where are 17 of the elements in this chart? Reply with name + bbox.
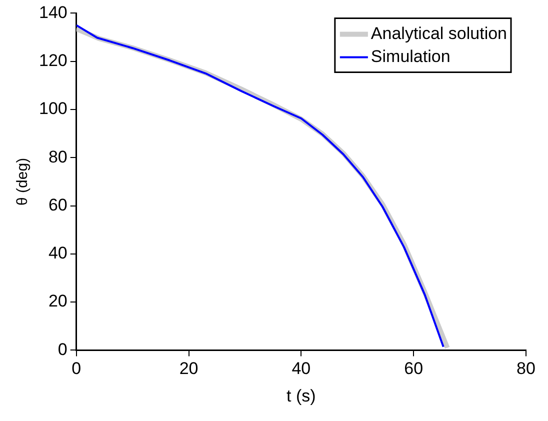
y-tick-label: 140 bbox=[38, 2, 68, 22]
y-tick-label: 60 bbox=[48, 195, 68, 214]
y-tick-label: 80 bbox=[48, 147, 68, 166]
x-tick-label: 20 bbox=[179, 359, 198, 378]
x-tick-label: 60 bbox=[404, 359, 424, 378]
x-tick-label: 40 bbox=[292, 359, 311, 378]
legend-label: Analytical solution bbox=[370, 24, 508, 43]
x-tick-label: 80 bbox=[516, 359, 536, 378]
y-tick-label: 0 bbox=[58, 340, 68, 359]
y-axis-title: θ (deg) bbox=[14, 158, 32, 206]
y-tick-label: 20 bbox=[48, 292, 68, 311]
y-tick-label: 100 bbox=[38, 99, 68, 118]
y-tick-label: 40 bbox=[48, 244, 68, 263]
x-axis-title: t (s) bbox=[286, 386, 316, 406]
y-tick-label: 120 bbox=[38, 51, 68, 70]
legend-label: Simulation bbox=[370, 46, 450, 66]
x-tick-label: 0 bbox=[72, 359, 82, 378]
